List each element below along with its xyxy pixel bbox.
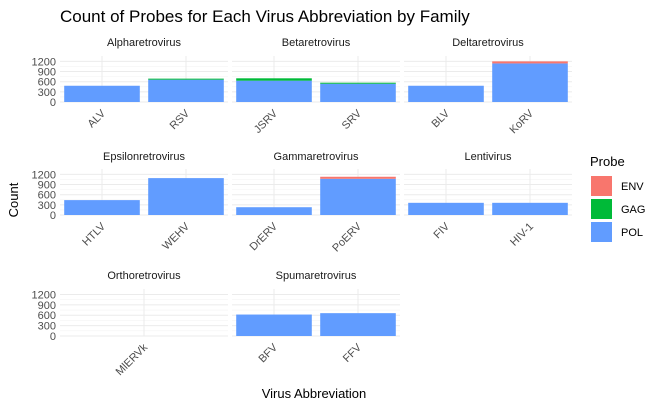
bar-drerv-pol	[236, 207, 312, 215]
bar-poerv-env	[320, 176, 396, 179]
legend-key-pol	[591, 222, 612, 242]
x-tick-label: SRV	[340, 107, 365, 132]
y-axis-title: Count	[6, 182, 21, 217]
bar-wehv-pol	[148, 178, 224, 215]
facet-panel-lentivirus: Lentivirus FIV HIV-1	[404, 151, 572, 249]
x-tick-label: PoERV	[330, 220, 364, 254]
bar-ffv-pol	[320, 313, 396, 336]
y-tick-label: 300	[38, 200, 56, 212]
bar-poerv-pol	[320, 178, 396, 215]
bar-alv-pol	[64, 85, 140, 102]
chart-title: Count of Probes for Each Virus Abbreviat…	[60, 7, 470, 26]
bar-htlv-pol	[64, 200, 140, 215]
x-tick-label: FFV	[341, 341, 365, 365]
facet-title: Betaretrovirus	[282, 37, 351, 49]
x-tick-label: HTLV	[80, 220, 108, 248]
x-tick-label: HIV-1	[508, 221, 536, 249]
bar-srv-pol	[320, 83, 396, 102]
bar-bfv-pol	[236, 314, 312, 336]
facet-title: Deltaretrovirus	[452, 37, 524, 49]
bar-jsrv-gag	[236, 78, 312, 81]
bar-fiv-pol	[408, 202, 484, 215]
legend-label: POL	[621, 227, 643, 239]
y-tick-label: 1200	[32, 56, 56, 68]
y-tick-label: 0	[50, 210, 56, 222]
x-tick-label: DrERV	[248, 220, 281, 253]
facet-title: Lentivirus	[464, 151, 512, 163]
x-tick-label: FIV	[432, 220, 453, 241]
y-tick-label: 1200	[32, 169, 56, 181]
bar-blv-pol	[408, 85, 484, 102]
y-tick-label: 1200	[32, 289, 56, 301]
x-tick-label: KoRV	[507, 107, 536, 136]
y-tick-label: 900	[38, 67, 56, 79]
x-tick-label: MlERVk	[114, 341, 151, 378]
bar-rsv-pol	[148, 79, 224, 102]
y-tick-label: 300	[38, 321, 56, 333]
x-tick-label: WEHV	[160, 220, 192, 252]
legend: Probe ENV GAG POL	[590, 154, 645, 242]
x-tick-label: ALV	[86, 107, 109, 130]
x-tick-label: RSV	[168, 107, 193, 132]
y-tick-label: 600	[38, 77, 56, 89]
facet-panel-gammaretrovirus: Gammaretrovirus DrERV PoERV	[232, 151, 400, 254]
bar-hiv-1-pol	[492, 202, 568, 215]
legend-label: GAG	[621, 204, 645, 216]
bar-rsv-gag	[148, 78, 224, 80]
y-tick-label: 900	[38, 300, 56, 312]
facet-title: Orthoretrovirus	[107, 270, 181, 282]
y-tick-label: 0	[50, 97, 56, 109]
y-tick-label: 600	[38, 310, 56, 322]
bar-korv-pol	[492, 63, 568, 102]
bar-srv-gag	[320, 82, 396, 84]
facet-title: Gammaretrovirus	[274, 151, 359, 163]
y-tick-label: 600	[38, 190, 56, 202]
facet-panel-spumaretrovirus: Spumaretrovirus BFV FFV	[232, 270, 400, 365]
y-tick-label: 0	[50, 331, 56, 343]
facet-title: Epsilonretrovirus	[103, 151, 185, 163]
legend-key-gag	[591, 199, 612, 219]
legend-label: ENV	[621, 181, 644, 193]
facet-title: Spumaretrovirus	[276, 270, 357, 282]
bar-jsrv-pol	[236, 80, 312, 102]
y-tick-label: 900	[38, 180, 56, 192]
facet-panel-deltaretrovirus: Deltaretrovirus BLV KoRV	[404, 37, 572, 136]
facet-panel-betaretrovirus: Betaretrovirus JSRV SRV	[232, 37, 400, 136]
x-axis-title: Virus Abbreviation	[262, 386, 367, 401]
x-tick-label: JSRV	[252, 107, 281, 136]
legend-title: Probe	[590, 154, 625, 169]
bar-korv-env	[492, 61, 568, 64]
x-tick-label: BLV	[430, 107, 453, 130]
facet-title: Alpharetrovirus	[107, 37, 181, 49]
x-tick-label: BFV	[256, 341, 280, 365]
y-tick-label: 300	[38, 87, 56, 99]
legend-key-env	[591, 176, 612, 196]
